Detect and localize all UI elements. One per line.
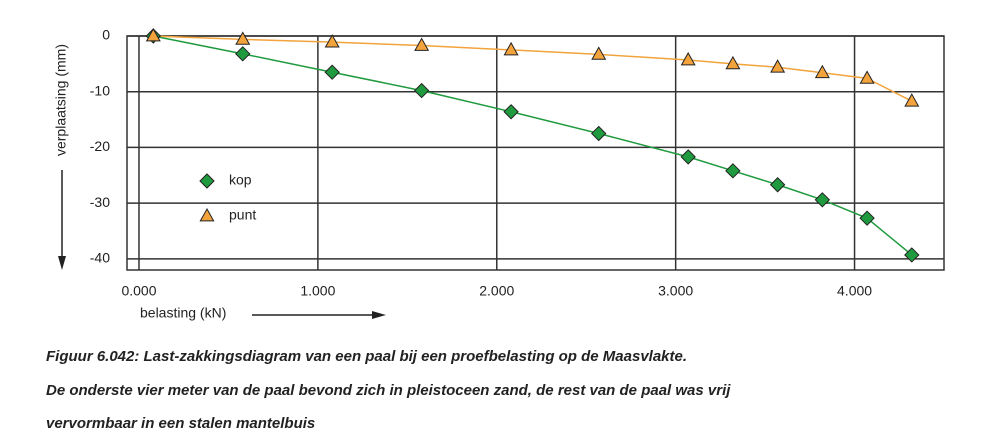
x-tick-label: 1.000	[300, 283, 335, 299]
diamond-marker	[413, 82, 430, 99]
caption-line: Figuur 6.042: Last-zakkingsdiagram van e…	[46, 348, 687, 365]
triangle-marker	[324, 34, 340, 48]
legend-label: punt	[229, 207, 256, 223]
diamond-marker	[814, 192, 831, 208]
triangle-marker	[414, 37, 430, 51]
y-arrow-head	[58, 256, 66, 270]
caption-line: De onderste vier meter van de paal bevon…	[46, 382, 731, 399]
y-tick-label: -20	[90, 138, 110, 154]
triangle-marker	[199, 207, 215, 222]
diamond-marker	[680, 149, 696, 165]
triangle-marker	[591, 46, 607, 60]
x-axis-label: belasting (kN)	[140, 305, 226, 321]
y-tick-label: 0	[102, 27, 110, 43]
x-tick-label: 4.000	[837, 283, 872, 299]
triangle-marker	[904, 93, 920, 107]
triangle-marker	[680, 51, 696, 66]
diamond-marker	[769, 177, 786, 193]
diamond-marker	[324, 64, 340, 80]
triangle-marker	[145, 27, 161, 42]
diamond-marker	[725, 163, 741, 179]
y-tick-label: -40	[90, 250, 110, 266]
x-tick-label: 0.000	[121, 283, 156, 299]
series-line	[153, 35, 913, 256]
caption-line: vervormbaar in een stalen mantelbuis	[46, 415, 315, 432]
series-line	[153, 35, 913, 102]
y-axis-label: verplaatsing (mm)	[53, 44, 69, 156]
y-tick-label: -10	[90, 82, 110, 98]
triangle-marker	[859, 70, 875, 84]
triangle-marker	[503, 41, 519, 56]
triangle-marker	[770, 59, 786, 73]
diamond-marker	[904, 247, 920, 263]
plot-frame	[126, 35, 945, 271]
triangle-marker	[725, 55, 741, 70]
y-tick-label: -30	[90, 194, 110, 210]
diamond-marker	[591, 125, 607, 142]
legend-label: kop	[229, 172, 252, 188]
diamond-marker	[199, 173, 215, 189]
triangle-marker	[235, 31, 251, 45]
diamond-marker	[503, 104, 519, 120]
triangle-marker	[814, 64, 830, 79]
diamond-marker	[859, 210, 875, 226]
diamond-marker	[235, 46, 251, 62]
x-arrow-head	[372, 311, 386, 319]
x-tick-label: 2.000	[479, 283, 514, 299]
x-tick-label: 3.000	[658, 283, 693, 299]
